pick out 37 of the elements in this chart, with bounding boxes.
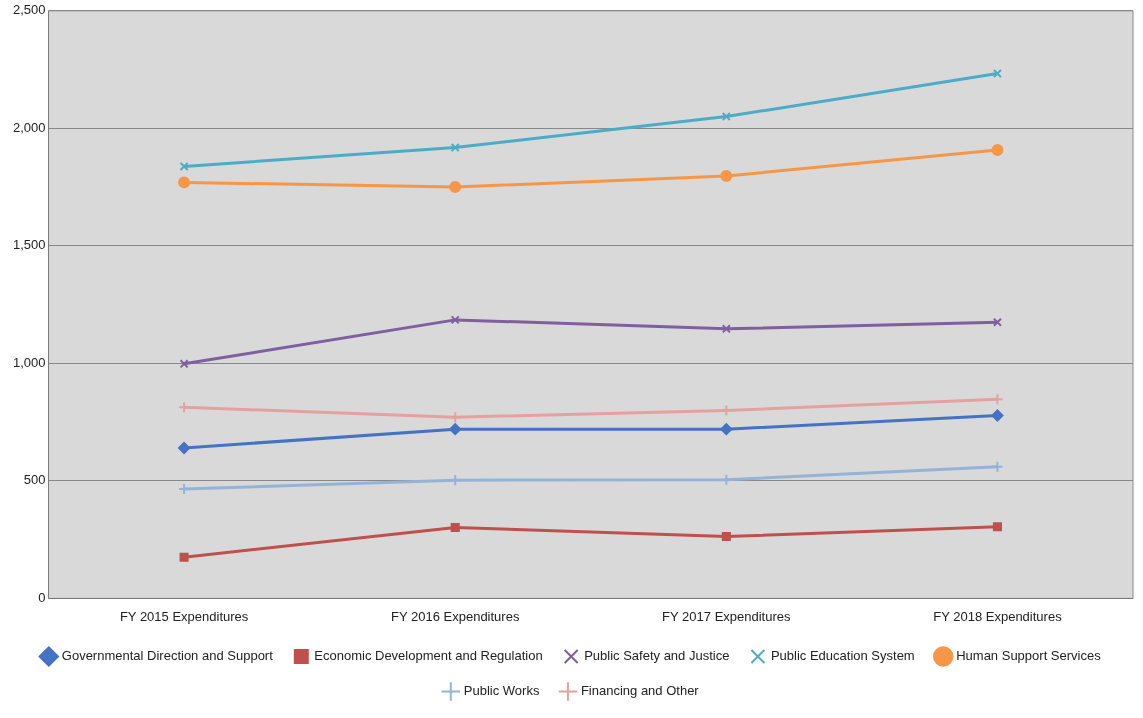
- x-tick-label: FY 2017 Expenditures: [662, 608, 792, 624]
- x-tick-label: FY 2015 Expenditures: [119, 608, 249, 624]
- point: [721, 324, 731, 334]
- point: [721, 532, 731, 542]
- legend-label: Public Works: [463, 683, 540, 699]
- legend-label: Financing and Other: [580, 683, 700, 699]
- point: [450, 143, 460, 153]
- point: [720, 423, 733, 436]
- point: [178, 176, 191, 189]
- point: [450, 522, 460, 532]
- legend-label: Public Safety and Justice: [584, 648, 730, 664]
- point: [179, 359, 189, 369]
- y-tick-label: 1,000: [12, 354, 46, 370]
- point: [992, 69, 1002, 79]
- point: [992, 522, 1002, 532]
- point: [179, 161, 189, 171]
- legend-label: Economic Development and Regulation: [314, 648, 543, 664]
- legend-label: Governmental Direction and Support: [61, 648, 274, 664]
- point: [991, 409, 1004, 422]
- y-tick-label: 0: [38, 589, 46, 605]
- point: [178, 441, 191, 454]
- y-tick-label: 500: [23, 472, 46, 488]
- y-tick-label: 2,000: [12, 119, 46, 135]
- point: [721, 112, 731, 122]
- point: [449, 181, 462, 194]
- point: [720, 170, 733, 183]
- x-tick-label: FY 2018 Expenditures: [933, 608, 1063, 624]
- point: [450, 315, 460, 325]
- point: [179, 552, 189, 562]
- point: [449, 423, 462, 436]
- point: [992, 317, 1002, 327]
- y-tick-label: 2,500: [12, 2, 46, 18]
- point: [991, 143, 1004, 156]
- x-tick-label: FY 2016 Expenditures: [391, 608, 520, 624]
- legend-label: Human Support Services: [956, 648, 1102, 664]
- legend-label: Public Education System: [770, 648, 915, 664]
- y-tick-label: 1,500: [12, 237, 46, 253]
